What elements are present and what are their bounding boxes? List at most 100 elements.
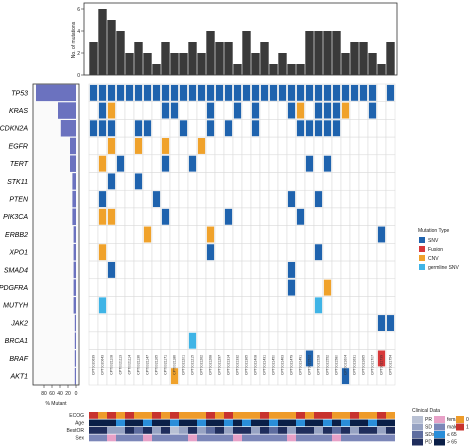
grid-cell (340, 313, 351, 333)
grid-cell (214, 154, 225, 173)
ecog-cell (287, 412, 296, 419)
sample-label: CPT0021171 (164, 355, 168, 375)
mutation-count-bar (224, 42, 233, 75)
mutation-cell-cnv (161, 138, 170, 154)
grid-cell (205, 154, 216, 173)
grid-cell (124, 278, 135, 297)
mutation-legend-label: Fusion (428, 247, 443, 253)
ecog-cell (143, 412, 152, 419)
grid-cell (151, 207, 162, 226)
mutation-cell-snv (305, 120, 314, 137)
grid-cell (88, 225, 99, 244)
mutation-legend-swatch (419, 246, 425, 252)
grid-cell (178, 101, 189, 120)
mutation-cell-snv (125, 84, 134, 101)
grid-cell (178, 189, 189, 209)
mutation-cell-snv (179, 84, 188, 101)
mutation-cell-snv (287, 261, 296, 278)
grid-cell (169, 225, 180, 244)
age-cell (260, 419, 269, 427)
mutation-type-legend: Mutation Type SNV Fusion CNV germline SNV (418, 228, 460, 271)
grid-cell (223, 331, 234, 350)
clinical-legend-swatch (456, 416, 464, 423)
gene-label: EGFR (9, 143, 28, 150)
sex-cell (188, 434, 197, 442)
gene-label: CDKN2A (0, 126, 28, 133)
mutation-cell-snv (134, 84, 143, 101)
grid-cell (196, 243, 207, 262)
grid-cell (241, 313, 252, 333)
grid-cell (115, 172, 126, 191)
sex-cell (368, 434, 377, 442)
grid-cell (133, 207, 144, 226)
ecog-cell (251, 412, 260, 419)
age-cell (269, 419, 278, 427)
grid-cell (268, 101, 279, 120)
ecog-cell (323, 412, 332, 419)
sex-cell (305, 434, 314, 442)
grid-cell (349, 243, 360, 262)
gene-label: KRAS (9, 108, 28, 115)
percent-mutant-bar (74, 332, 76, 349)
sample-label: CPT0021463 (281, 355, 285, 375)
sample-label: CPT0021431 (263, 355, 267, 375)
grid-cell (196, 296, 207, 315)
grid-cell (322, 243, 333, 262)
grid-cell (214, 189, 225, 209)
grid-cell (133, 313, 144, 333)
grid-cell (205, 296, 216, 315)
grid-cell (187, 260, 198, 280)
grid-cell (259, 225, 270, 244)
grid-cell (115, 101, 126, 120)
grid-cell (277, 172, 288, 191)
grid-cell (232, 207, 243, 226)
bestor-cell (278, 427, 287, 434)
mutation-cell-snv (134, 173, 143, 190)
grid-cell (259, 243, 270, 262)
percent-mutant-bar (58, 102, 76, 119)
age-cell (233, 419, 242, 427)
bestor-cell (332, 427, 341, 434)
grid-cell (268, 136, 279, 156)
mutation-cell-snv (341, 368, 350, 385)
grid-cell (358, 313, 369, 333)
mutation-cell-snv (206, 244, 215, 261)
grid-cell (277, 136, 288, 156)
grid-cell (178, 225, 189, 244)
grid-cell (376, 136, 387, 156)
sex-cell (215, 434, 224, 442)
grid-cell (295, 331, 306, 350)
grid-cell (106, 225, 117, 244)
grid-cell (259, 278, 270, 297)
mutation-cell-snv (116, 155, 125, 172)
mutation-cell-snv (161, 208, 170, 225)
percent-mutant-panel: 80 60 40 20 0 % Mutant (32, 83, 80, 407)
sample-label: CPT0020643 (101, 355, 105, 375)
grid-cell (169, 278, 180, 297)
grid-cell (178, 172, 189, 191)
mutation-cell-snv (341, 84, 350, 101)
grid-cell (196, 119, 207, 138)
percent-mutant-bar (60, 120, 76, 137)
grid-cell (286, 225, 297, 244)
age-cell (197, 419, 206, 427)
ecog-cell (152, 412, 161, 419)
ecog-cell (350, 412, 359, 419)
bestor-cell (314, 427, 323, 434)
grid-cell (385, 136, 396, 156)
grid-cell (88, 243, 99, 262)
mutation-cell-snv (233, 102, 242, 119)
percent-mutant-bar (36, 84, 76, 102)
clinical-legend-label: > 65 (447, 440, 457, 446)
sample-label: CPT0021739 (380, 355, 384, 375)
grid-cell (313, 278, 324, 297)
grid-cell (232, 172, 243, 191)
grid-cell (367, 243, 378, 262)
grid-cell (304, 172, 315, 191)
grid-cell (277, 331, 288, 350)
mutation-count-bar (377, 64, 386, 75)
bestor-cell (386, 427, 395, 434)
grid-cell (178, 207, 189, 226)
mutation-cell-snv (116, 84, 125, 101)
mutation-cell-snv (152, 191, 161, 208)
